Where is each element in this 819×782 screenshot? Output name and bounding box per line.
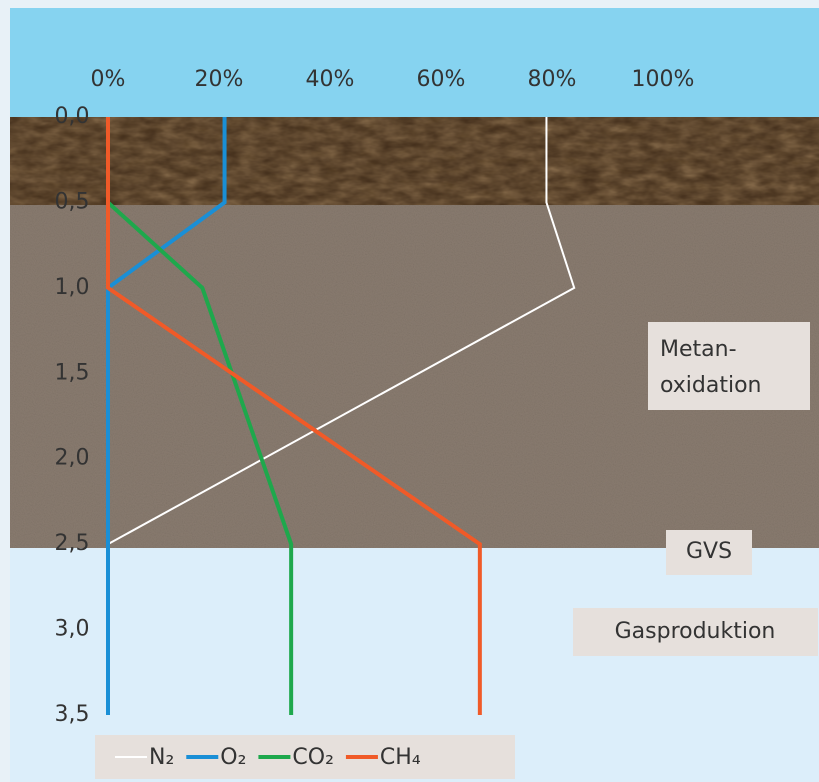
y-tick-label: 1,5 [55, 360, 90, 385]
x-tick-label: 40% [306, 67, 355, 92]
annotation: Metan- [660, 337, 737, 362]
annotation: Gasproduktion [615, 619, 776, 644]
chart: Metan- oxidation GVS Gasproduktion 0% 20%… [0, 0, 819, 782]
y-tick-label: 2,0 [55, 446, 90, 471]
y-tick-label: 2,5 [55, 531, 90, 556]
x-tick-label: 80% [528, 67, 577, 92]
y-tick-label: 0,5 [55, 189, 90, 214]
y-tick-label: 1,0 [55, 275, 90, 300]
y-tick-label: 3,5 [55, 702, 90, 727]
legend-label: O₂ [220, 745, 246, 770]
legend-label: N₂ [149, 745, 174, 770]
sky-layer [10, 8, 819, 118]
legend-label: CH₄ [380, 745, 421, 770]
y-tick-label: 0,0 [55, 104, 90, 129]
x-tick-label: 100% [632, 67, 695, 92]
annotation: GVS [686, 539, 732, 564]
x-tick-label: 0% [91, 67, 126, 92]
x-tick-label: 20% [195, 67, 244, 92]
legend-label: CO₂ [292, 745, 334, 770]
annotation: oxidation [660, 373, 762, 398]
y-tick-label: 3,0 [55, 617, 90, 642]
x-tick-label: 60% [417, 67, 466, 92]
topsoil-texture [10, 117, 819, 206]
